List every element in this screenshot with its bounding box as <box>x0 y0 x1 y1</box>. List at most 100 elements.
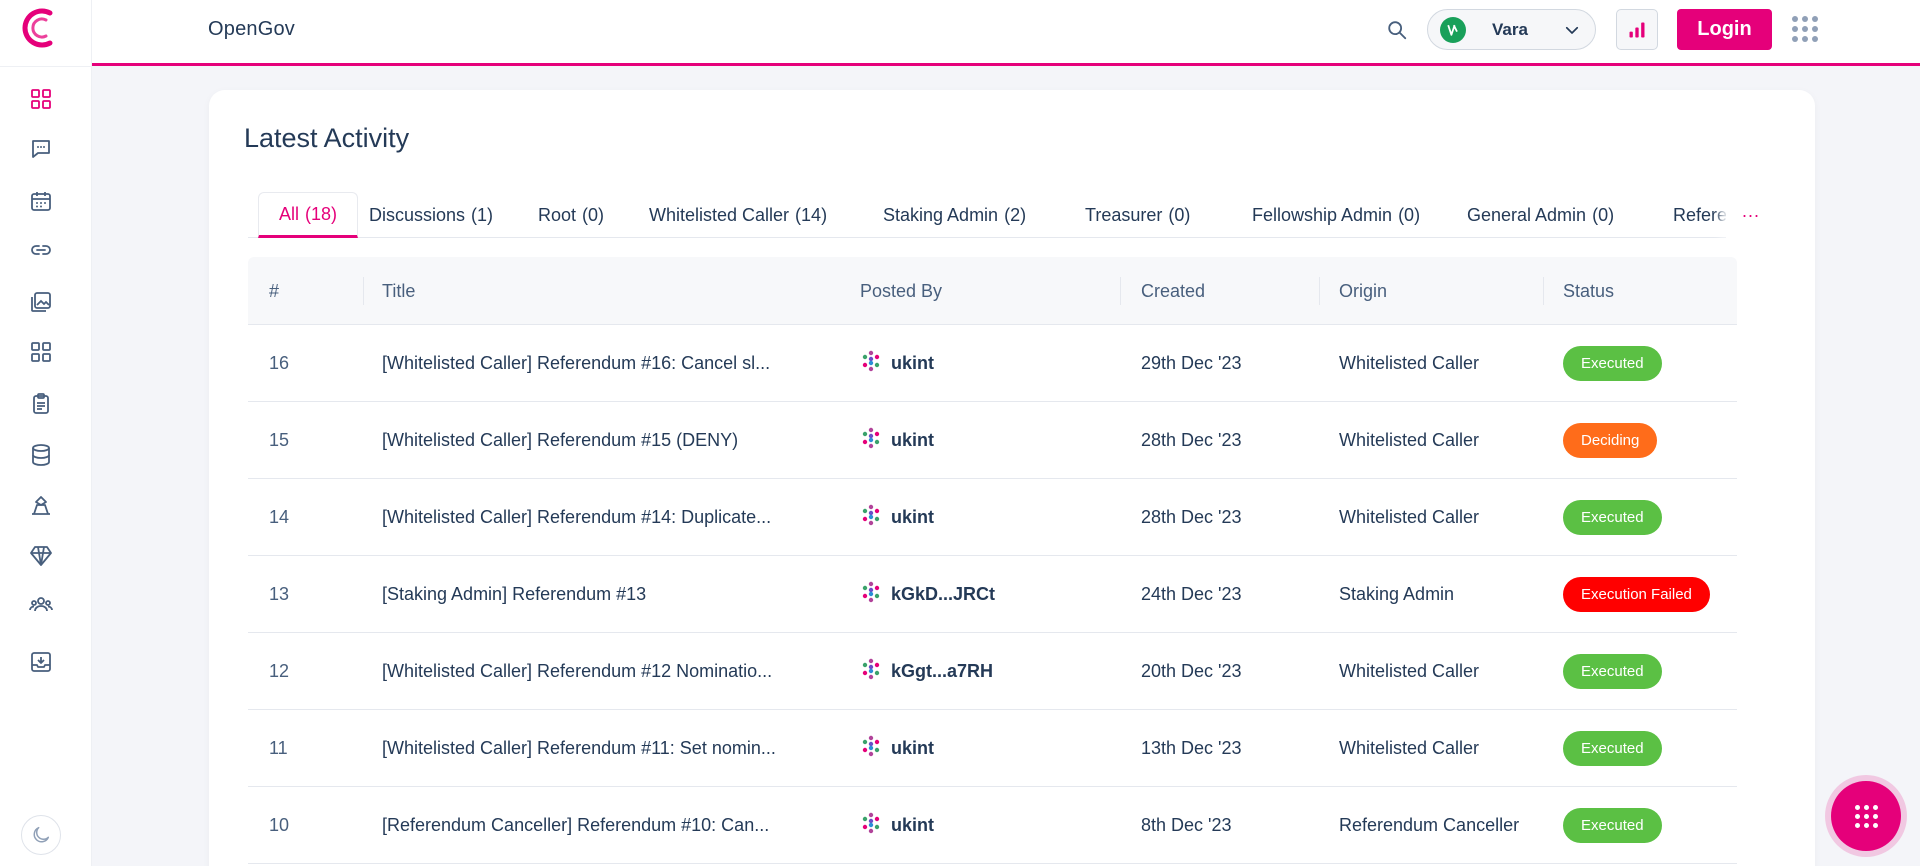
proposal-title-link[interactable]: [Staking Admin] Referendum #13 <box>382 583 647 604</box>
identicon-avatar-icon <box>860 504 891 531</box>
more-tabs-button[interactable]: ··· <box>1726 192 1775 238</box>
posted-by[interactable]: ukint <box>860 710 934 786</box>
row-number: 16 <box>269 352 290 373</box>
members-icon[interactable] <box>26 590 56 620</box>
proposal-title-link[interactable]: [Referendum Canceller] Referendum #10: C… <box>382 814 770 835</box>
clipboard-icon[interactable] <box>26 389 56 419</box>
created-date: 13th Dec '23 <box>1141 737 1242 758</box>
table-header: # Title Posted By Created Origin Status <box>248 257 1737 325</box>
posted-by[interactable]: ukint <box>860 787 934 863</box>
table-body: 16 [Whitelisted Caller] Referendum #16: C… <box>248 325 1737 864</box>
proposal-title-link[interactable]: [Whitelisted Caller] Referendum #11: Set… <box>382 737 776 758</box>
posted-by[interactable]: ukint <box>860 479 934 555</box>
table-row[interactable]: 15 [Whitelisted Caller] Referendum #15 (D… <box>248 402 1737 479</box>
apps-grid-icon[interactable] <box>26 337 56 367</box>
table-row[interactable]: 14 [Whitelisted Caller] Referendum #14: D… <box>248 479 1737 556</box>
quick-actions-button[interactable] <box>1831 781 1901 851</box>
proposal-title-link[interactable]: [Whitelisted Caller] Referendum #15 (DEN… <box>382 429 739 450</box>
tab-general-admin[interactable]: General Admin (0) <box>1467 204 1615 225</box>
table-row[interactable]: 16 [Whitelisted Caller] Referendum #16: C… <box>248 325 1737 402</box>
search-button[interactable] <box>1382 15 1412 45</box>
created-date: 28th Dec '23 <box>1141 506 1242 527</box>
column-separator <box>1319 277 1320 305</box>
created-date: 8th Dec '23 <box>1141 814 1232 835</box>
origin-tabs: All (18) Discussions (1) Root (0) Whitelist… <box>248 192 1775 238</box>
activity-table: # Title Posted By Created Origin Status … <box>248 257 1737 864</box>
posted-by[interactable]: ukint <box>860 325 934 401</box>
treasury-icon[interactable] <box>26 491 56 521</box>
status-cell: Deciding <box>1563 402 1658 478</box>
tab-staking-admin[interactable]: Staking Admin (2) <box>883 204 1027 225</box>
dark-mode-toggle[interactable] <box>21 815 61 855</box>
created-date: 29th Dec '23 <box>1141 352 1242 373</box>
posted-by[interactable]: kGkD...JRCt <box>860 556 995 632</box>
tab-treasurer[interactable]: Treasurer (0) <box>1085 204 1191 225</box>
status-badge: Executed <box>1563 499 1662 535</box>
status-badge: Execution Failed <box>1563 576 1710 612</box>
column-header-title: Title <box>382 280 416 301</box>
calendar-icon[interactable] <box>26 186 56 216</box>
link-icon[interactable] <box>26 235 56 265</box>
status-badge: Executed <box>1563 345 1662 381</box>
latest-activity-card: Latest Activity All (18) Discussions (1) R… <box>209 90 1815 866</box>
table-row[interactable]: 10 [Referendum Canceller] Referendum #10:… <box>248 787 1737 864</box>
poster-username: ukint <box>891 814 934 835</box>
identicon-avatar-icon <box>860 350 891 377</box>
login-button[interactable]: Login <box>1677 9 1772 50</box>
tab-discussions[interactable]: Discussions (1) <box>369 204 494 225</box>
moon-icon <box>33 826 50 843</box>
analytics-button[interactable] <box>1616 9 1658 50</box>
archive-icon[interactable] <box>26 647 56 677</box>
origin-label: Staking Admin <box>1339 583 1455 604</box>
proposal-title-link[interactable]: [Whitelisted Caller] Referendum #14: Dup… <box>382 506 772 527</box>
row-number: 12 <box>269 660 290 681</box>
vara-logo-icon <box>1440 16 1466 43</box>
table-row[interactable]: 12 [Whitelisted Caller] Referendum #12 No… <box>248 633 1737 710</box>
page-title: OpenGov <box>208 18 296 40</box>
network-selector[interactable]: Vara <box>1427 9 1596 50</box>
overview-grid-icon[interactable] <box>26 84 56 114</box>
column-separator <box>1120 277 1121 305</box>
tab-root[interactable]: Root (0) <box>538 204 605 225</box>
column-separator <box>1543 277 1544 305</box>
status-cell: Executed <box>1563 787 1662 863</box>
proposal-title-link[interactable]: [Whitelisted Caller] Referendum #16: Can… <box>382 352 771 373</box>
tab-whitelisted-caller[interactable]: Whitelisted Caller (14) <box>649 204 828 225</box>
status-cell: Executed <box>1563 710 1662 786</box>
column-header-status: Status <box>1563 280 1615 301</box>
origin-label: Whitelisted Caller <box>1339 352 1480 373</box>
status-cell: Execution Failed <box>1563 556 1710 632</box>
app-switcher-icon[interactable] <box>1790 14 1820 44</box>
discussions-icon[interactable] <box>26 134 56 164</box>
origin-label: Whitelisted Caller <box>1339 737 1480 758</box>
row-number: 11 <box>269 737 288 758</box>
table-row[interactable]: 13 [Staking Admin] Referendum #13 kGkD...J… <box>248 556 1737 633</box>
column-header-number: # <box>269 280 280 301</box>
diamond-icon[interactable] <box>26 541 56 571</box>
tabs-scroll-area: All (18) Discussions (1) Root (0) Whitelist… <box>248 192 1726 238</box>
top-navbar: OpenGov Vara Login <box>92 0 1920 66</box>
table-row[interactable]: 11 [Whitelisted Caller] Referendum #11: S… <box>248 710 1737 787</box>
status-badge: Executed <box>1563 807 1662 843</box>
row-number: 15 <box>269 429 290 450</box>
status-badge: Deciding <box>1563 422 1658 458</box>
row-number: 10 <box>269 814 290 835</box>
posted-by[interactable]: kGgt...a7RH <box>860 633 993 709</box>
identicon-avatar-icon <box>860 427 891 454</box>
origin-label: Referendum Canceller <box>1339 814 1520 835</box>
created-date: 20th Dec '23 <box>1141 660 1242 681</box>
gallery-icon[interactable] <box>26 287 56 317</box>
poster-username: kGgt...a7RH <box>891 660 994 681</box>
identicon-avatar-icon <box>860 581 891 608</box>
tab-referendum-canceller[interactable]: Referendum Canceller <box>1673 204 1726 225</box>
chevron-down-icon <box>1565 26 1579 34</box>
proposal-title-link[interactable]: [Whitelisted Caller] Referendum #12 Nomi… <box>382 660 773 681</box>
row-number: 14 <box>269 506 290 527</box>
column-header-origin: Origin <box>1339 280 1388 301</box>
posted-by[interactable]: ukint <box>860 402 934 478</box>
tab-all[interactable]: All (18) <box>258 192 359 238</box>
database-icon[interactable] <box>26 440 56 470</box>
polkassembly-logo[interactable] <box>16 4 64 52</box>
column-header-posted-by: Posted By <box>860 280 943 301</box>
tab-fellowship-admin[interactable]: Fellowship Admin (0) <box>1252 204 1421 225</box>
